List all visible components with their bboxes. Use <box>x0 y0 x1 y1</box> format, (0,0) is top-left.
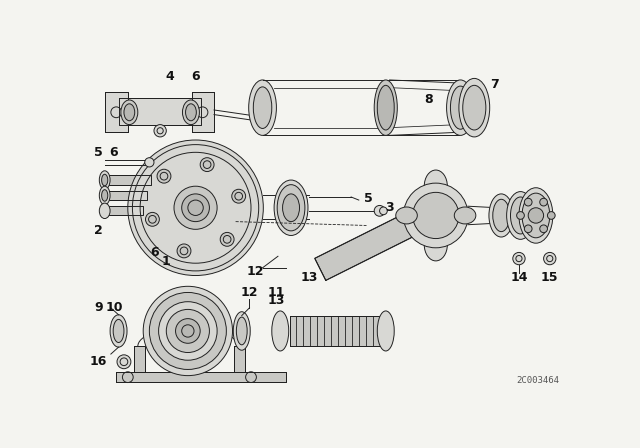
Text: 5: 5 <box>364 192 373 205</box>
Ellipse shape <box>124 104 135 121</box>
Polygon shape <box>134 346 145 372</box>
Text: 8: 8 <box>424 94 433 107</box>
Ellipse shape <box>451 86 470 129</box>
Ellipse shape <box>454 207 476 224</box>
Circle shape <box>174 186 217 229</box>
Text: 12: 12 <box>246 265 264 278</box>
Ellipse shape <box>182 100 200 125</box>
Text: 16: 16 <box>90 355 108 368</box>
Text: 6: 6 <box>109 146 118 159</box>
Circle shape <box>177 244 191 258</box>
Circle shape <box>380 207 387 215</box>
Text: 6: 6 <box>191 70 200 83</box>
Circle shape <box>547 211 555 220</box>
Ellipse shape <box>234 312 250 350</box>
Text: 14: 14 <box>510 271 528 284</box>
Polygon shape <box>105 191 147 200</box>
Polygon shape <box>105 176 151 185</box>
Ellipse shape <box>378 85 394 130</box>
Polygon shape <box>315 212 418 280</box>
Ellipse shape <box>396 207 417 224</box>
Ellipse shape <box>102 174 108 186</box>
Circle shape <box>528 208 543 223</box>
Text: 13: 13 <box>300 271 317 284</box>
Polygon shape <box>116 372 285 382</box>
Ellipse shape <box>459 78 490 137</box>
Circle shape <box>516 211 524 220</box>
Ellipse shape <box>110 315 127 347</box>
Ellipse shape <box>249 80 276 135</box>
Ellipse shape <box>236 317 247 345</box>
Ellipse shape <box>99 186 110 205</box>
Circle shape <box>145 212 159 226</box>
Circle shape <box>157 169 171 183</box>
Text: 12: 12 <box>241 286 258 299</box>
Ellipse shape <box>507 192 534 239</box>
Polygon shape <box>118 99 201 125</box>
Ellipse shape <box>378 311 394 351</box>
Circle shape <box>524 198 532 206</box>
Text: 11: 11 <box>268 286 285 299</box>
Circle shape <box>159 302 217 360</box>
Ellipse shape <box>121 100 138 125</box>
Ellipse shape <box>99 171 110 189</box>
Polygon shape <box>289 315 386 346</box>
Ellipse shape <box>463 85 486 130</box>
Text: 7: 7 <box>490 78 499 91</box>
Ellipse shape <box>374 80 397 135</box>
Ellipse shape <box>447 80 474 135</box>
Ellipse shape <box>424 170 447 202</box>
Ellipse shape <box>424 228 447 261</box>
Circle shape <box>154 125 166 137</box>
Circle shape <box>543 252 556 265</box>
Ellipse shape <box>99 203 110 219</box>
Text: 10: 10 <box>105 302 123 314</box>
Text: 15: 15 <box>541 271 559 284</box>
Text: 9: 9 <box>94 302 103 314</box>
Ellipse shape <box>519 188 553 243</box>
Text: 3: 3 <box>385 201 394 214</box>
Ellipse shape <box>186 104 196 121</box>
Circle shape <box>200 158 214 172</box>
Text: 2C003464: 2C003464 <box>516 376 559 385</box>
Text: 4: 4 <box>166 70 175 83</box>
Circle shape <box>145 158 154 167</box>
Circle shape <box>524 225 532 233</box>
Ellipse shape <box>274 180 308 236</box>
Circle shape <box>117 355 131 369</box>
Circle shape <box>175 319 200 343</box>
Circle shape <box>540 225 547 233</box>
Text: 1: 1 <box>162 255 171 268</box>
Circle shape <box>513 252 525 265</box>
Circle shape <box>232 189 246 203</box>
Text: 6: 6 <box>150 246 159 259</box>
Ellipse shape <box>511 197 531 234</box>
Circle shape <box>128 140 263 276</box>
Ellipse shape <box>102 190 108 201</box>
Circle shape <box>182 194 209 222</box>
Circle shape <box>166 310 209 353</box>
Ellipse shape <box>522 193 550 238</box>
Ellipse shape <box>113 319 124 343</box>
Text: 13: 13 <box>268 293 285 307</box>
Polygon shape <box>105 206 143 215</box>
Polygon shape <box>234 346 245 372</box>
Text: 2: 2 <box>94 224 103 237</box>
Circle shape <box>540 198 547 206</box>
Text: 5: 5 <box>94 146 103 159</box>
Ellipse shape <box>493 199 509 232</box>
Ellipse shape <box>272 311 289 351</box>
Ellipse shape <box>277 185 305 231</box>
Polygon shape <box>105 92 128 132</box>
Circle shape <box>220 233 234 246</box>
Circle shape <box>403 183 468 248</box>
Circle shape <box>413 192 459 238</box>
Circle shape <box>374 206 385 216</box>
Polygon shape <box>192 92 214 132</box>
Ellipse shape <box>489 194 513 237</box>
Ellipse shape <box>283 194 300 222</box>
Circle shape <box>149 293 227 370</box>
Circle shape <box>143 286 232 375</box>
Ellipse shape <box>253 87 272 129</box>
